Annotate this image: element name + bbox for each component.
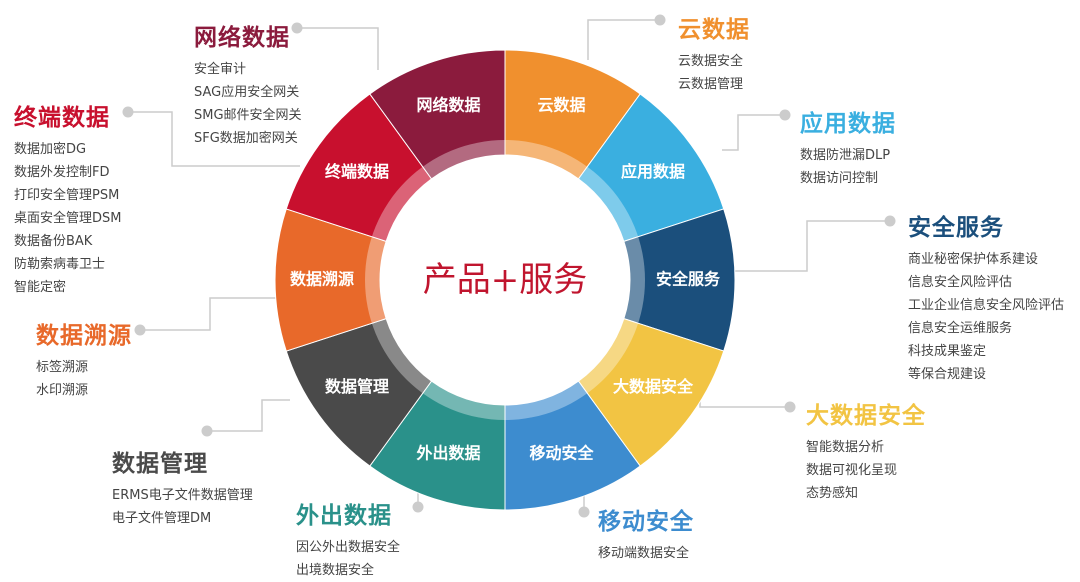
callout-item: SMG邮件安全网关: [194, 108, 302, 123]
connector-line: [297, 27, 379, 70]
callout-group: 移动安全移动端数据安全: [598, 502, 694, 565]
callout-item: 数据可视化呈现: [806, 463, 898, 478]
callout-item: 出境数据安全: [296, 563, 375, 578]
connector-dot: [884, 215, 896, 227]
callout-item: 商业秘密保护体系建设: [908, 252, 1039, 267]
callout-item: 工业企业信息安全风险评估: [908, 298, 1065, 313]
callout-title: 外出数据: [296, 502, 392, 529]
callout-item: SFG数据加密网关: [194, 131, 298, 146]
connector-dot: [779, 109, 791, 121]
callout-item: 信息安全风险评估: [908, 275, 1013, 290]
callout-item: SAG应用安全网关: [194, 85, 300, 100]
callout-item: 科技成果鉴定: [908, 344, 987, 359]
callout-item: 数据备份BAK: [14, 234, 93, 249]
callout-item: 云数据安全: [678, 54, 744, 69]
callout-item: 数据防泄漏DLP: [800, 148, 891, 163]
connector-dot: [578, 506, 590, 518]
callout-item: 数据访问控制: [800, 171, 879, 186]
callout-group: 大数据安全智能数据分析 数据可视化呈现 态势感知: [806, 396, 926, 505]
callout-item: 打印安全管理PSM: [14, 188, 120, 203]
callout-title: 安全服务: [908, 214, 1004, 241]
callout-item: 防勒索病毒卫士: [14, 257, 106, 272]
connector-line: [207, 399, 290, 432]
callout-title: 应用数据: [800, 110, 896, 137]
callout-item: 电子文件管理DM: [112, 511, 212, 526]
connector-line: [128, 111, 300, 167]
callout-item: 标签溯源: [36, 360, 89, 375]
callout-title: 云数据: [678, 16, 750, 43]
connector-dot: [291, 22, 303, 34]
connector-dot: [784, 401, 796, 413]
segment-label: 数据管理: [325, 377, 389, 396]
callout-title: 数据溯源: [36, 322, 132, 349]
callout-item: 等保合规建设: [908, 367, 987, 382]
connector-line: [587, 19, 660, 60]
callout-group: 安全服务商业秘密保护体系建设 信息安全风险评估工业企业信息安全风险评估 信息安全运维…: [908, 208, 1064, 386]
connector-line: [735, 220, 890, 272]
callout-group: 终端数据数据加密DG 数据外发控制FD 打印安全管理PSM 桌面安全管理DSM 数据备份…: [14, 98, 121, 299]
callout-item: 数据外发控制FD: [14, 165, 110, 180]
connector-line: [722, 114, 785, 151]
callout-group: 网络数据安全审计 SAG应用安全网关 SMG邮件安全网关 SFG数据加密网关: [194, 18, 302, 150]
connector-dot: [412, 501, 424, 513]
callout-item: 因公外出数据安全: [296, 540, 401, 555]
callout-item: 智能数据分析: [806, 440, 885, 455]
callout-title: 大数据安全: [806, 402, 926, 429]
callout-group: 应用数据数据防泄漏DLP 数据访问控制: [800, 104, 896, 190]
segment-label: 大数据安全: [613, 377, 694, 396]
center-circle: [380, 155, 630, 405]
segment-label: 外出数据: [415, 444, 480, 463]
callout-item: 信息安全运维服务: [908, 321, 1013, 336]
callout-item: ERMS电子文件数据管理: [112, 488, 253, 503]
segment-label: 安全服务: [656, 270, 721, 289]
callout-group: 云数据云数据安全云数据管理: [678, 10, 750, 96]
callout-item: 云数据管理: [678, 77, 744, 92]
segment-label: 应用数据: [621, 162, 685, 181]
callout-group: 数据溯源标签溯源水印溯源: [36, 316, 132, 402]
callout-group: 外出数据因公外出数据安全 出境数据安全: [296, 496, 400, 582]
callout-item: 水印溯源: [36, 383, 89, 398]
connector-dot: [134, 324, 146, 336]
connector-line: [140, 297, 280, 331]
callout-title: 终端数据: [14, 104, 110, 131]
callout-title: 数据管理: [112, 450, 208, 477]
segment-label: 数据溯源: [290, 270, 354, 289]
callout-title: 移动安全: [598, 508, 694, 535]
callout-item: 安全审计: [194, 62, 247, 77]
callout-item: 数据加密DG: [14, 142, 87, 157]
callout-item: 移动端数据安全: [598, 546, 690, 561]
segment-label: 终端数据: [325, 162, 389, 181]
segment-label: 云数据: [538, 95, 586, 114]
connector-dot: [122, 106, 134, 118]
connector-line: [699, 385, 790, 408]
callout-title: 网络数据: [194, 24, 290, 51]
center-label: 产品+服务: [423, 260, 588, 300]
connector-dot: [201, 425, 213, 437]
callout-group: 数据管理 ERMS电子文件数据管理 电子文件管理DM: [112, 444, 253, 530]
callout-item: 智能定密: [14, 280, 67, 295]
segment-label: 网络数据: [416, 95, 480, 114]
callout-item: 态势感知: [806, 486, 859, 501]
connector-dot: [654, 14, 666, 26]
callout-item: 桌面安全管理DSM: [14, 211, 122, 226]
segment-label: 移动安全: [530, 444, 595, 463]
